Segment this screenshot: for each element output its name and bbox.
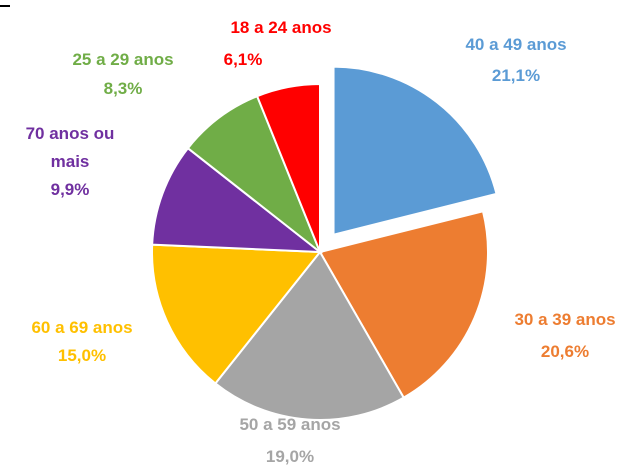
pie-slice xyxy=(318,210,489,400)
slice-value-label: 9,9% xyxy=(50,180,90,199)
slice-label: 40 a 49 anos xyxy=(465,35,567,54)
pie-slice xyxy=(213,250,406,421)
slice-value-label: 8,3% xyxy=(103,79,143,98)
pie-slice xyxy=(255,82,321,253)
slice-label: 25 a 29 anos xyxy=(72,50,174,69)
slice-value-label: 6,1% xyxy=(223,50,263,69)
pie-slice xyxy=(151,146,324,254)
slice-label: 60 a 69 anos xyxy=(31,318,133,337)
pie-slice xyxy=(332,65,498,236)
pie-slice xyxy=(151,243,323,385)
slice-value-label: 15,0% xyxy=(57,346,107,365)
slice-value-label: 20,6% xyxy=(540,342,590,361)
slice-value-label: 19,0% xyxy=(265,447,315,466)
slice-label: 18 a 24 anos xyxy=(230,18,332,37)
slice-label: 30 a 39 anos xyxy=(514,310,616,329)
slice-label: 50 a 59 anos xyxy=(239,415,341,434)
slice-value-label: 21,1% xyxy=(491,66,541,85)
pie-slice xyxy=(186,94,323,256)
slice-label: 70 anos ou mais xyxy=(25,124,115,171)
